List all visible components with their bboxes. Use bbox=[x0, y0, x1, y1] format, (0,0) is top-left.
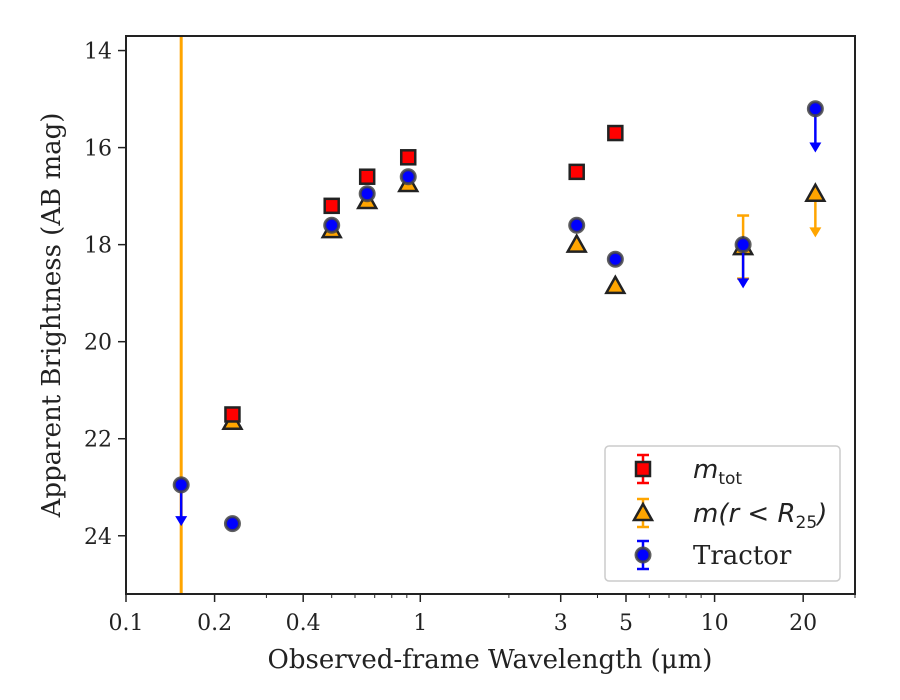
legend-marker-1 bbox=[631, 501, 655, 522]
legend-label-0: mtot bbox=[693, 455, 742, 489]
series-2 bbox=[172, 100, 824, 533]
y-tick-label-2: 18 bbox=[84, 234, 112, 259]
series-0-point-2 bbox=[358, 168, 376, 185]
x-tick-label-6: 10 bbox=[701, 611, 729, 636]
series-0-point-4 bbox=[568, 163, 585, 181]
series-2-point-0 bbox=[223, 515, 241, 533]
series-1-point-5 bbox=[604, 274, 627, 295]
series-2-point-4 bbox=[568, 216, 586, 234]
legend-box bbox=[604, 445, 841, 582]
y-tick-label-1: 16 bbox=[84, 137, 112, 162]
x-tick-label-3: 1 bbox=[413, 611, 427, 636]
y-tick-label-4: 22 bbox=[84, 428, 112, 453]
series-2-point-1 bbox=[323, 216, 341, 234]
series-0 bbox=[224, 124, 624, 423]
x-tick-label-7: 20 bbox=[789, 611, 817, 636]
x-tick-label-2: 0.4 bbox=[286, 611, 321, 636]
axes-frame bbox=[125, 35, 856, 595]
legend-label-1: m(r < R25) bbox=[693, 499, 827, 533]
x-tick-label-0: 0.1 bbox=[109, 611, 144, 636]
y-axis-label: Apparent Brightness (AB mag) bbox=[37, 113, 67, 519]
series-2-upper-limit-marker-0 bbox=[172, 476, 190, 494]
series-0-point-3 bbox=[399, 149, 417, 166]
y-tick-label-0: 14 bbox=[84, 40, 112, 65]
y-tick-label-3: 20 bbox=[84, 331, 112, 356]
legend-marker-2 bbox=[634, 546, 652, 564]
series-2-upper-limit-arrow-2-head bbox=[809, 142, 822, 153]
series-2-point-2 bbox=[358, 185, 376, 203]
series-0-point-5 bbox=[607, 124, 624, 142]
y-tick-label-5: 24 bbox=[84, 525, 112, 550]
series-1-upper-limit-arrow-0-head bbox=[809, 227, 822, 238]
x-tick-label-1: 0.2 bbox=[197, 611, 232, 636]
series-1-upper-limit-marker-0 bbox=[804, 182, 827, 202]
series-2-upper-limit-arrow-1-head bbox=[737, 278, 750, 289]
series-2-upper-limit-marker-2 bbox=[806, 100, 824, 118]
series-2-upper-limit-arrow-0-head bbox=[175, 516, 188, 527]
series-0-point-0 bbox=[224, 406, 241, 423]
series-2-point-5 bbox=[606, 250, 624, 268]
series-2-point-3 bbox=[399, 168, 417, 186]
legend-label-2: Tractor bbox=[693, 541, 792, 571]
series-1-point-4 bbox=[565, 233, 588, 253]
series-2-upper-limit-marker-1 bbox=[734, 236, 752, 254]
x-tick-label-5: 5 bbox=[619, 611, 633, 636]
plot-area bbox=[172, 36, 827, 594]
x-tick-label-4: 3 bbox=[554, 611, 568, 636]
legend-marker-0 bbox=[634, 460, 652, 478]
legend: mtot m(r < R25) Tractor bbox=[604, 445, 841, 582]
axes: 0.1 0.2 0.4 1 3 5 10 20 14 16 18 20 22 24 bbox=[84, 35, 856, 636]
series-0-point-1 bbox=[323, 197, 340, 215]
x-axis-label: Observed-frame Wavelength (μm) bbox=[268, 645, 713, 675]
series-1 bbox=[221, 172, 827, 430]
